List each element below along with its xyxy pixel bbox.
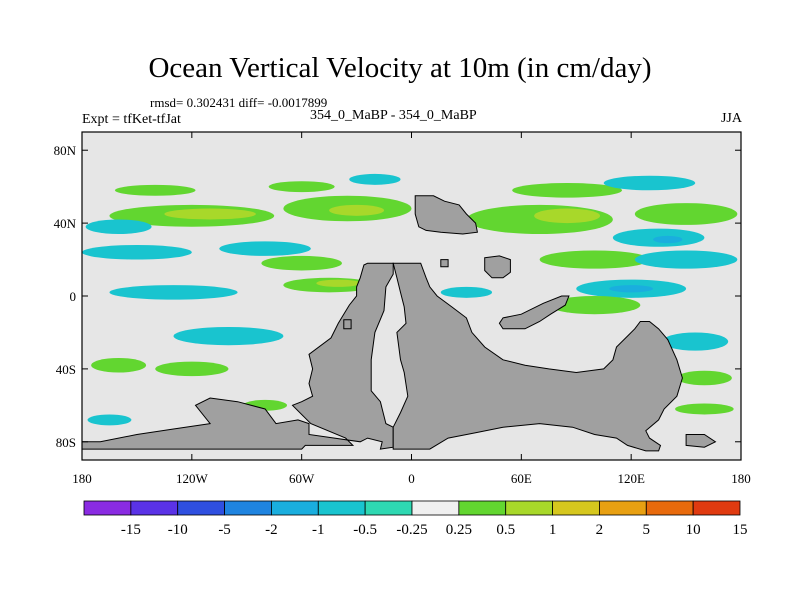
band-equator-5 [609, 285, 654, 293]
colorbar-swatch [130, 500, 179, 516]
y-tick-label: 80N [54, 143, 77, 158]
band-north-c [512, 183, 623, 198]
colorbar-swatch [552, 500, 600, 516]
rmsd-diff-stats: rmsd= 0.302431 diff= -0.0017899 [150, 95, 328, 110]
continent-north [414, 195, 478, 235]
band-midlat-8 [85, 219, 152, 235]
island-far-east [685, 434, 717, 448]
y-tick-label: 40N [54, 216, 77, 231]
colorbar-label: 2 [596, 522, 604, 538]
band-subtrop-2 [219, 241, 311, 256]
colorbar: -15 -10 -5 -2 -1 -0.5 -0.25 0.25 0.5 1 2 5 10 15 [83, 500, 748, 538]
colorbar-swatch [224, 500, 272, 516]
x-tick-label: 120W [176, 471, 209, 486]
colorbar-swatch [411, 500, 460, 516]
band-north-b [268, 181, 335, 193]
band-subtrop-1 [82, 244, 192, 260]
x-tick-label: 120E [617, 471, 645, 486]
colorbar-label: -0.25 [396, 522, 427, 538]
colorbar-swatch [271, 500, 319, 516]
colorbar-swatch [317, 500, 366, 516]
band-subtrop-3 [261, 255, 342, 271]
colorbar-label: -10 [168, 522, 188, 538]
band-south-1 [173, 326, 284, 346]
map-title: Ocean Vertical Velocity at 10m (in cm/da… [148, 52, 652, 84]
band-equator-6 [440, 286, 493, 298]
band-subtrop-4 [539, 250, 650, 269]
colorbar-swatch [364, 500, 413, 516]
colorbar-swatch [458, 500, 507, 516]
band-midlat-4 [329, 204, 385, 216]
band-north-a [114, 184, 196, 196]
island-equatorial [498, 295, 570, 330]
x-tick-label: 0 [408, 471, 415, 486]
band-midlat-2 [164, 208, 256, 220]
x-tick-label: 180 [72, 471, 92, 486]
island-small-a [440, 259, 449, 268]
colorbar-label: 15 [733, 522, 748, 538]
colorbar-swatch [692, 500, 741, 516]
band-south-4 [662, 332, 729, 351]
band-midlat-6 [534, 208, 601, 224]
x-tick-label: 180 [731, 471, 751, 486]
band-equator-7 [548, 296, 641, 315]
band-midlat-7 [634, 203, 738, 225]
colorbar-swatch [599, 500, 647, 516]
colorbar-swatch [177, 500, 225, 516]
band-south-5 [676, 370, 732, 386]
colorbar-swatch [83, 500, 132, 516]
colorbar-label: -2 [265, 522, 278, 538]
colorbar-swatch [505, 500, 553, 516]
band-equator-3 [109, 285, 238, 300]
x-tick-label: 60W [289, 471, 315, 486]
band-north-d [603, 175, 696, 191]
band-south-8 [675, 403, 734, 415]
experiment-label: Expt = tfKet-tfJat [82, 112, 181, 127]
y-tick-label: 80S [56, 435, 76, 450]
colorbar-label: -5 [218, 522, 231, 538]
band-midlat-10 [653, 235, 683, 244]
continent-americas [82, 262, 394, 450]
y-tick-label: 40S [56, 362, 76, 377]
colorbar-label: -0.5 [353, 522, 377, 538]
colorbar-label: 0.5 [496, 522, 515, 538]
band-south-7 [87, 414, 132, 426]
band-north-e [349, 173, 401, 185]
colorbar-label: -15 [121, 522, 141, 538]
case-label: 354_0_MaBP - 354_0_MaBP [310, 108, 477, 123]
band-subtrop-5 [634, 250, 738, 269]
band-south-3 [155, 361, 229, 377]
island-small-b [343, 319, 352, 330]
colorbar-label: 5 [643, 522, 651, 538]
season-label: JJA [720, 111, 742, 126]
colorbar-label: 1 [549, 522, 557, 538]
colorbar-swatch [645, 500, 694, 516]
colorbar-label: 10 [686, 522, 701, 538]
y-tick-label: 0 [70, 289, 77, 304]
island-east [484, 255, 511, 279]
band-equator-2 [316, 279, 361, 287]
colorbar-label: 0.25 [446, 522, 472, 538]
band-south-2 [91, 357, 147, 373]
continent-africa-asia [392, 262, 683, 452]
x-tick-label: 60E [511, 471, 532, 486]
colorbar-label: -1 [312, 522, 325, 538]
